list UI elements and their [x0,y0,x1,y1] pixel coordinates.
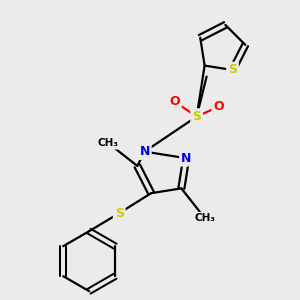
Text: N: N [140,145,150,158]
Text: CH₃: CH₃ [98,138,119,148]
Text: O: O [169,95,180,108]
Text: S: S [192,110,201,123]
Text: S: S [115,207,124,220]
Text: O: O [213,100,224,113]
Text: S: S [228,64,237,76]
Text: CH₃: CH₃ [195,213,216,224]
Text: N: N [181,152,191,165]
